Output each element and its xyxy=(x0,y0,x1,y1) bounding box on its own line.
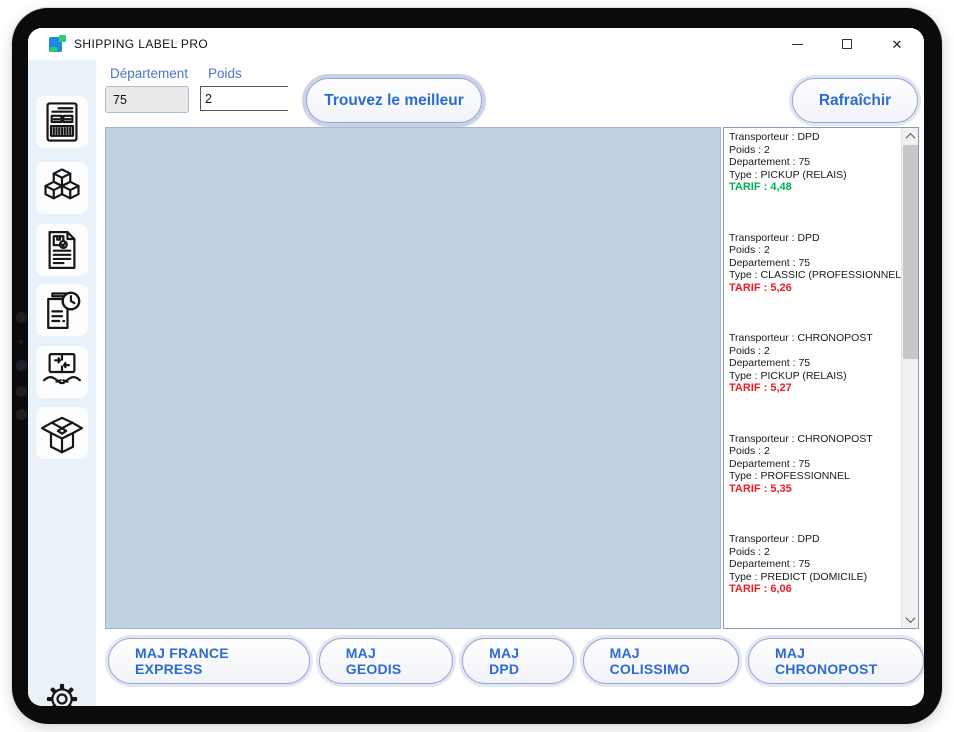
minimize-icon xyxy=(791,43,803,45)
title-bar: SHIPPING LABEL PRO ✕ xyxy=(28,28,924,60)
departement-input[interactable] xyxy=(105,86,189,113)
result-tarif: TARIF : 5,35 xyxy=(729,482,792,495)
chevron-down-icon xyxy=(905,613,916,624)
sidebar-item-shipping-label[interactable] xyxy=(36,96,88,148)
scroll-up-button[interactable] xyxy=(902,128,919,145)
scrollbar-thumb[interactable] xyxy=(903,145,918,359)
result-tarif: TARIF : 4,48 xyxy=(729,181,792,193)
result-line: Poids : 2 xyxy=(729,545,770,558)
close-button[interactable]: ✕ xyxy=(872,28,922,60)
app-logo-icon xyxy=(49,35,66,52)
result-line: Poids : 2 xyxy=(729,344,770,357)
sidebar-item-history[interactable] xyxy=(36,284,88,336)
map-canvas[interactable] xyxy=(105,127,721,629)
result-tarif: TARIF : 6,06 xyxy=(729,583,792,595)
history-icon xyxy=(47,291,81,329)
shipping-label-icon xyxy=(46,102,78,142)
sidebar-item-packages[interactable] xyxy=(36,162,88,214)
device-side-button xyxy=(16,312,27,323)
sidebar-item-settings[interactable] xyxy=(36,673,88,706)
maximize-icon xyxy=(842,39,852,49)
maj-chronopost-button[interactable]: MAJ CHRONOPOST xyxy=(748,638,924,684)
result-entry: Transporteur : DPD Poids : 2 Departement :… xyxy=(729,131,899,194)
result-line: Departement : 75 xyxy=(729,457,811,470)
results-list[interactable]: Transporteur : DPD Poids : 2 Departement :… xyxy=(724,128,901,628)
result-line: Transporteur : CHRONOPOST xyxy=(729,332,873,344)
results-scrollbar[interactable] xyxy=(901,128,918,628)
sidebar-item-delivery-note[interactable] xyxy=(36,224,88,276)
maj-geodis-button[interactable]: MAJ GEODIS xyxy=(318,638,454,684)
result-line: Type : PROFESSIONNEL xyxy=(729,470,850,482)
device-side-button xyxy=(16,409,27,420)
refresh-button[interactable]: Rafraîchir xyxy=(792,78,918,123)
settings-gear-icon xyxy=(46,683,78,706)
result-tarif: TARIF : 5,27 xyxy=(729,382,792,394)
result-line: Poids : 2 xyxy=(729,445,770,457)
maximize-button[interactable] xyxy=(822,28,872,60)
result-entry: Transporteur : DPD Poids : 2 Departement :… xyxy=(729,231,901,295)
footer-button-bar: MAJ FRANCE EXPRESS MAJ GEODIS MAJ DPD MAJ C… xyxy=(108,638,924,688)
result-line: Type : PICKUP (RELAIS) xyxy=(729,168,847,181)
close-icon: ✕ xyxy=(891,36,903,52)
departement-label: Département xyxy=(110,66,189,81)
chevron-up-icon xyxy=(905,132,916,143)
result-line: Transporteur : DPD xyxy=(729,131,820,143)
result-line: Departement : 75 xyxy=(729,558,811,570)
device-camera-dot xyxy=(16,360,27,371)
maj-dpd-button[interactable]: MAJ DPD xyxy=(462,638,574,684)
sidebar xyxy=(28,60,96,706)
app-window: SHIPPING LABEL PRO ✕ xyxy=(28,28,924,706)
open-box-icon xyxy=(40,416,84,454)
maj-colissimo-button[interactable]: MAJ COLISSIMO xyxy=(582,638,739,684)
result-line: Transporteur : DPD xyxy=(729,231,820,244)
result-line: Transporteur : CHRONOPOST xyxy=(729,432,873,445)
sidebar-item-handover[interactable] xyxy=(36,346,88,398)
result-line: Type : PICKUP (RELAIS) xyxy=(729,369,847,382)
minimize-button[interactable] xyxy=(772,28,822,60)
result-line: Departement : 75 xyxy=(729,156,811,168)
window-controls: ✕ xyxy=(772,28,922,60)
handover-icon xyxy=(43,353,81,385)
poids-stepper xyxy=(200,86,379,111)
packages-icon xyxy=(44,168,80,200)
result-entry: Transporteur : DPD Poids : 2 Departement :… xyxy=(729,533,899,596)
result-line: Poids : 2 xyxy=(729,244,770,256)
results-panel: Transporteur : DPD Poids : 2 Departement :… xyxy=(723,127,919,629)
window-title: SHIPPING LABEL PRO xyxy=(74,37,209,51)
result-line: Departement : 75 xyxy=(729,256,811,269)
find-best-button[interactable]: Trouvez le meilleur xyxy=(306,78,482,123)
device-side-button xyxy=(16,386,27,397)
result-line: Type : PREDICT (DOMICILE) xyxy=(729,570,868,583)
result-line: Transporteur : DPD xyxy=(729,533,820,545)
result-line: Departement : 75 xyxy=(729,357,811,369)
result-entry: Transporteur : CHRONOPOST Poids : 2 Depart… xyxy=(729,433,899,496)
result-line: Type : CLASSIC (PROFESSIONNEL) xyxy=(729,269,901,281)
device-side-button xyxy=(19,340,23,344)
result-entry: Transporteur : CHRONOPOST Poids : 2 Depart… xyxy=(729,332,899,395)
scroll-down-button[interactable] xyxy=(902,611,919,628)
sidebar-item-open-box[interactable] xyxy=(36,407,88,459)
poids-label: Poids xyxy=(208,66,242,81)
maj-france-express-button[interactable]: MAJ FRANCE EXPRESS xyxy=(108,638,310,684)
result-line: Poids : 2 xyxy=(729,143,770,156)
delivery-note-icon xyxy=(48,231,76,269)
result-tarif: TARIF : 5,26 xyxy=(729,281,792,294)
